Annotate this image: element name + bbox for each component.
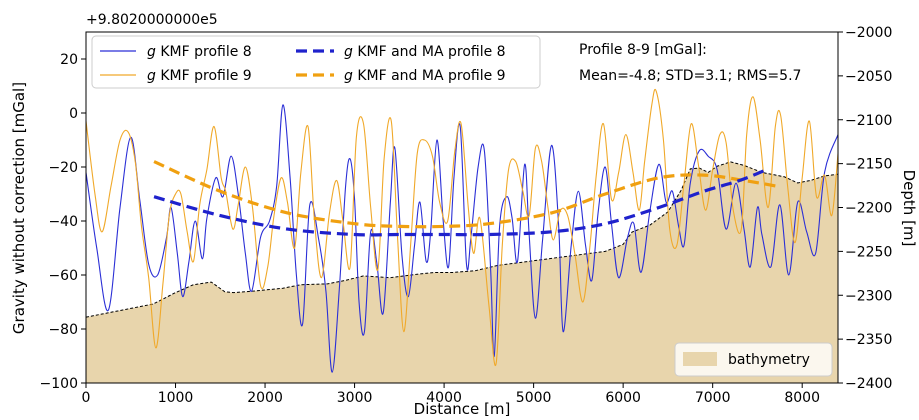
y-tick-label: −20 <box>48 160 78 176</box>
x-tick-label: 8000 <box>784 390 820 406</box>
x-tick-label: 1000 <box>158 390 194 406</box>
legend-label-ma-8: g KMF and MA profile 8 <box>344 44 506 60</box>
x-axis-label: Distance [m] <box>414 400 511 418</box>
series-line-2 <box>153 160 776 229</box>
stats-line: Mean=-4.8; STD=3.1; RMS=5.7 <box>579 68 801 84</box>
x-tick-label: 5000 <box>516 390 552 406</box>
y2-tick-label: −2400 <box>845 376 892 392</box>
y-tick-label: 0 <box>69 106 78 122</box>
x-tick-label: 6000 <box>605 390 641 406</box>
bathymetry-legend-label: bathymetry <box>728 352 810 368</box>
stats-title: Profile 8-9 [mGal]: <box>579 42 707 58</box>
y2-tick-label: −2250 <box>845 244 892 260</box>
bathymetry-area <box>86 161 838 383</box>
y2-tick-label: −2200 <box>845 201 892 217</box>
legend-label-kmf-8: g KMF profile 8 <box>147 44 252 60</box>
bathymetry-outline <box>86 161 838 318</box>
series-line-1 <box>86 88 838 367</box>
y-tick-label: −60 <box>48 268 78 284</box>
y2-tick-label: −2100 <box>845 113 892 129</box>
y-axis-label: Gravity without correction [mGal] <box>10 82 28 334</box>
y2-axis-label: Depth [m] <box>900 170 918 247</box>
y2-tick-label: −2150 <box>845 157 892 173</box>
x-tick-label: 3000 <box>337 390 373 406</box>
x-tick-label: 7000 <box>695 390 731 406</box>
x-tick-label: 0 <box>82 390 91 406</box>
legend: g KMF profile 8 g KMF profile 9 g KMF an… <box>91 35 541 89</box>
x-tick-label: 2000 <box>247 390 283 406</box>
y-tick-label: −80 <box>48 322 78 338</box>
legend-label-ma-9: g KMF and MA profile 9 <box>344 68 506 84</box>
y2-tick-label: −2050 <box>845 69 892 85</box>
y-tick-label: −40 <box>48 214 78 230</box>
bathymetry-legend-box <box>674 342 833 377</box>
legend-label-kmf-9: g KMF profile 9 <box>147 68 252 84</box>
bathymetry-legend: bathymetry <box>674 342 833 377</box>
legend-box <box>91 35 541 89</box>
y2-tick-label: −2000 <box>845 25 892 41</box>
series-line-0 <box>86 104 838 373</box>
y-tick-label: −100 <box>40 376 78 392</box>
bathymetry-legend-swatch <box>683 352 717 366</box>
y-tick-label: 20 <box>60 52 78 68</box>
offset-text: +9.8020000000e5 <box>86 12 218 28</box>
x-tick-label: 4000 <box>426 390 462 406</box>
y2-tick-label: −2350 <box>845 332 892 348</box>
y2-tick-label: −2300 <box>845 288 892 304</box>
